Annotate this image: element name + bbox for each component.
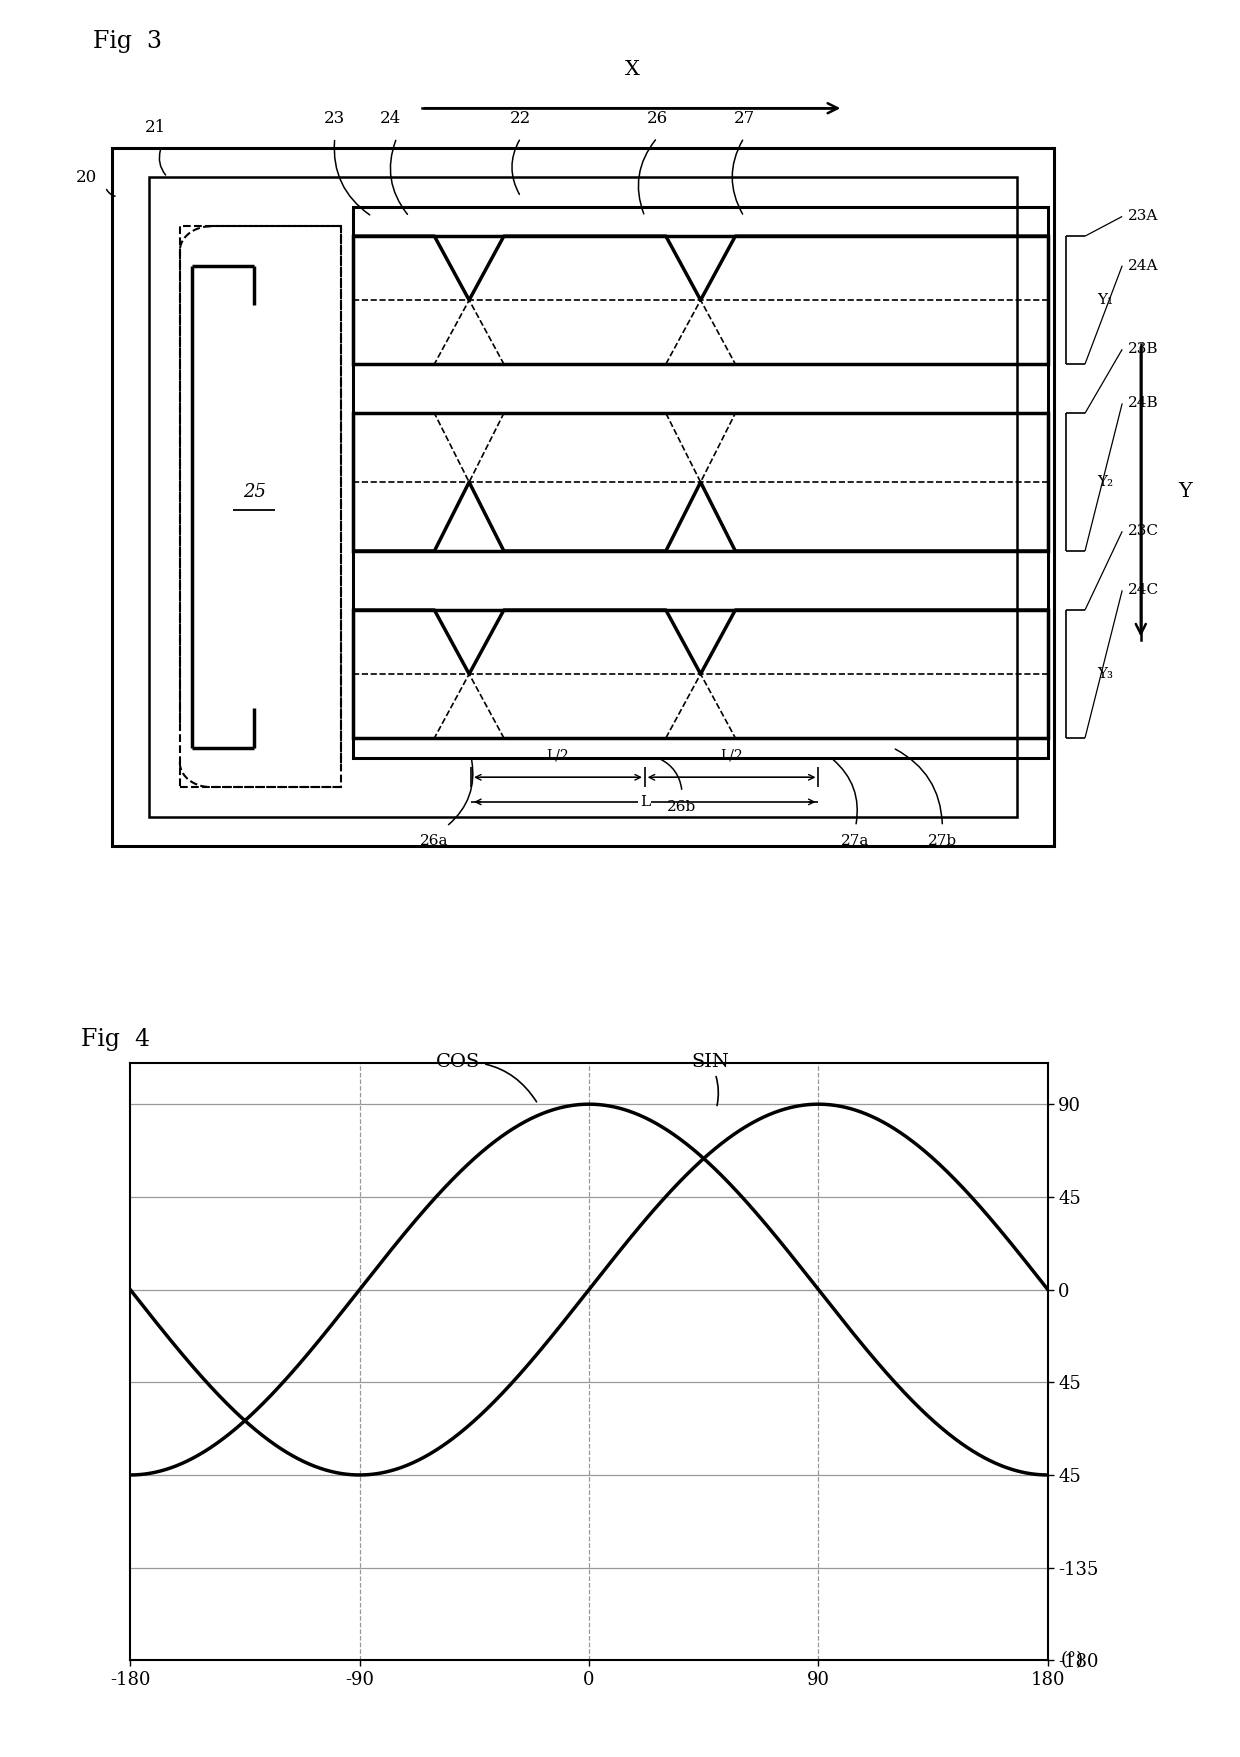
Text: 23: 23 [324,109,346,127]
Text: 23B: 23B [1128,343,1159,357]
Bar [353,207,1048,757]
Text: 23C: 23C [1128,524,1159,538]
Bar [112,148,1054,847]
Text: 21: 21 [144,119,166,137]
Text: L: L [640,794,650,808]
Text: (°): (°) [1060,1652,1084,1669]
Text: Y: Y [1178,483,1192,501]
Text: 27a: 27a [842,835,869,849]
Text: 27: 27 [733,109,755,127]
Text: 25: 25 [243,483,265,501]
Bar [353,413,1048,552]
Text: Y₂: Y₂ [1097,474,1114,488]
Text: 27b: 27b [928,835,957,849]
Text: 24C: 24C [1128,583,1159,597]
Text: 24B: 24B [1128,397,1159,411]
Text: Fig  4: Fig 4 [81,1028,150,1051]
Text: 20: 20 [76,169,98,186]
Text: 23A: 23A [1128,209,1158,223]
Text: Y₁: Y₁ [1097,293,1114,307]
Text: SIN: SIN [691,1052,729,1105]
Text: 26a: 26a [420,835,448,849]
Bar [353,235,1048,364]
Text: 24: 24 [379,109,402,127]
Text: L/2: L/2 [720,748,743,763]
Text: 24A: 24A [1128,258,1159,272]
Text: X: X [625,60,640,79]
Text: 22: 22 [510,109,532,127]
Text: Fig  3: Fig 3 [93,30,162,53]
Text: COS: COS [436,1052,537,1102]
Text: 26: 26 [646,109,668,127]
Text: 26b: 26b [667,799,697,813]
Bar [353,610,1048,738]
Bar [149,177,1017,817]
Text: Y₃: Y₃ [1097,668,1114,682]
Bar [180,227,341,787]
Text: L/2: L/2 [547,748,569,763]
